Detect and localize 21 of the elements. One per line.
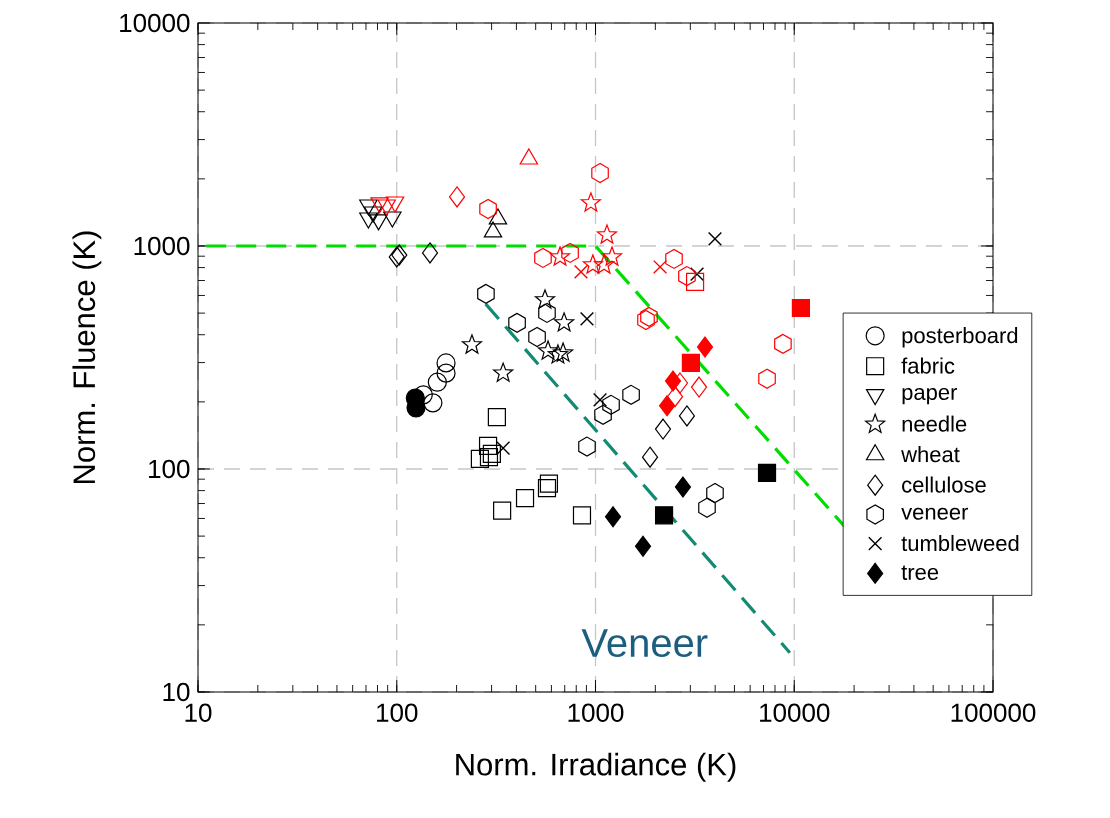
y-tick-label: 1000	[134, 236, 190, 256]
x-tick-label: 10000	[760, 703, 830, 722]
legend-label: wheat	[901, 446, 960, 463]
x-tick-label: 100000	[951, 703, 1036, 722]
legend-label: veneer	[901, 507, 969, 520]
x-axis-title: Norm. Irradiance (K)	[456, 752, 736, 782]
legend-label: tumbleweed	[901, 534, 1019, 552]
legend-label: tree	[901, 565, 939, 580]
y-axis-title: Norm. Fluence (K)	[72, 231, 102, 483]
x-tick-label: 10	[185, 703, 212, 722]
legend-label: posterboard	[902, 327, 1018, 348]
legend-label: needle	[902, 415, 967, 432]
annotation: Veneer	[581, 629, 708, 658]
legend-label: cellulose	[902, 476, 986, 493]
legend-label: fabric	[901, 357, 955, 374]
legend-label: paper	[902, 387, 958, 405]
y-tick-label: 10000	[120, 13, 190, 33]
y-tick-label: 10	[163, 682, 190, 702]
x-tick-label: 1000	[568, 703, 624, 722]
y-tick-label: 100	[149, 459, 190, 479]
x-tick-label: 100	[377, 703, 418, 722]
